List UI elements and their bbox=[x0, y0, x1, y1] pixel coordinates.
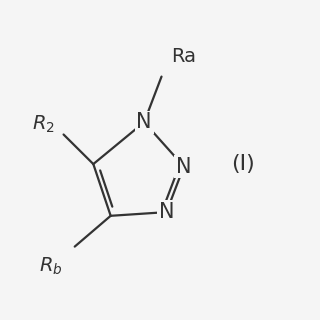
Text: (I): (I) bbox=[231, 154, 255, 174]
Text: N: N bbox=[176, 156, 192, 177]
Text: N: N bbox=[136, 112, 152, 132]
Text: $R_2$: $R_2$ bbox=[32, 114, 54, 135]
Text: Ra: Ra bbox=[172, 46, 196, 66]
Text: N: N bbox=[159, 202, 174, 222]
Text: $R_b$: $R_b$ bbox=[39, 256, 62, 277]
